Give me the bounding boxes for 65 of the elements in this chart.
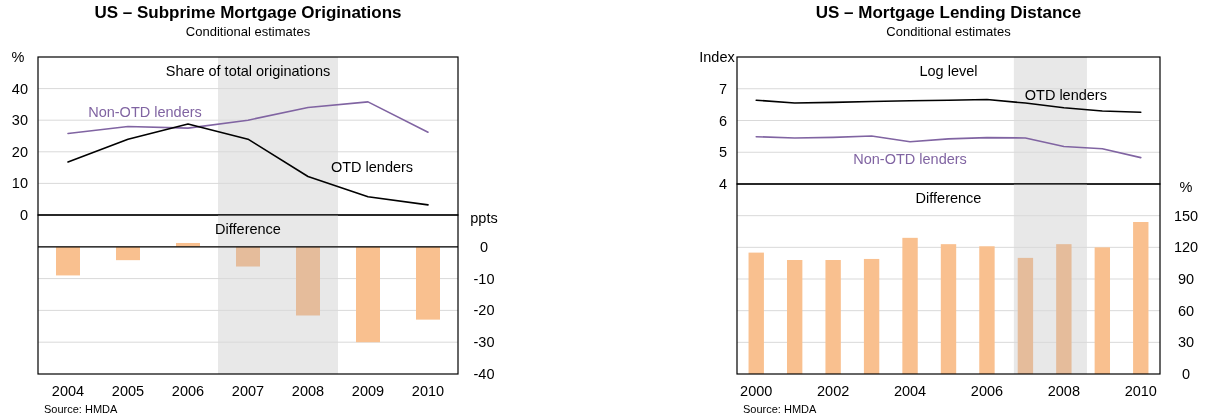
x-tick-label: 2008: [1047, 383, 1080, 399]
x-tick-label: 2007: [231, 383, 265, 399]
y-tick-label: 7: [718, 80, 727, 97]
annotation: Log level: [919, 63, 978, 79]
x-tick-label: 2008: [291, 383, 325, 399]
y2-tick-label: -10: [473, 270, 495, 287]
y-tick-label: 5: [718, 144, 727, 161]
x-tick-label: 2010: [411, 383, 445, 399]
x-tick-label: 2000: [740, 383, 773, 399]
y-tick-label: 4: [718, 176, 727, 193]
y2-tick-label: -40: [473, 366, 495, 383]
line-series: [67, 123, 429, 206]
x-tick-label: 2004: [893, 383, 927, 399]
x-tick-label: 2009: [351, 383, 385, 399]
y-tick-label: 0: [19, 207, 28, 224]
y2-tick-label: -30: [473, 334, 495, 351]
series-label: Non-OTD lenders: [853, 150, 967, 167]
y-tick-label: 40: [11, 80, 28, 97]
y2-axis-title: %: [1179, 179, 1193, 195]
line-series: [67, 101, 429, 135]
bar: [863, 258, 880, 374]
series-label: OTD lenders: [1024, 86, 1107, 103]
bar: [940, 244, 957, 374]
chart-title: US – Subprime Mortgage Originations: [94, 3, 402, 22]
annotation: Share of total originations: [165, 63, 331, 79]
y2-axis-title: ppts: [470, 210, 498, 226]
series-label: Non-OTD lenders: [88, 103, 202, 120]
y2-tick-label: 0: [1181, 366, 1191, 383]
bar: [1133, 222, 1149, 374]
x-tick-label: 2004: [51, 383, 85, 399]
annotation: Difference: [215, 221, 281, 237]
bar: [979, 246, 995, 374]
y-axis-title: Index: [699, 49, 736, 65]
y2-tick-label: 30: [1177, 334, 1195, 351]
bar: [902, 237, 918, 374]
series-label: OTD lenders: [330, 158, 414, 175]
x-tick-label: 2006: [970, 383, 1004, 399]
bar: [1094, 247, 1111, 374]
y-tick-label: 30: [11, 112, 28, 129]
chart-subtitle: Conditional estimates: [185, 24, 311, 39]
y2-tick-label: 60: [1177, 302, 1195, 319]
y2-tick-label: 150: [1173, 207, 1199, 224]
bar: [786, 260, 803, 374]
source-note: Source: HMDA: [44, 403, 119, 415]
y-tick-label: 20: [11, 143, 28, 160]
chart-title: US – Mortgage Lending Distance: [815, 3, 1082, 22]
bar: [1017, 257, 1034, 374]
y2-tick-label: -20: [473, 302, 495, 319]
y-axis-title: %: [11, 49, 25, 65]
line-series: [755, 98, 1142, 114]
y-tick-label: 6: [718, 112, 727, 129]
y2-tick-label: 90: [1177, 271, 1195, 288]
y-tick-label: 10: [11, 175, 28, 192]
bar: [825, 260, 841, 374]
y2-tick-label: 120: [1173, 239, 1199, 256]
x-tick-label: 2006: [171, 383, 205, 399]
annotation: Difference: [915, 190, 982, 206]
bar: [1056, 244, 1072, 374]
x-tick-label: 2002: [817, 383, 850, 399]
source-note: Source: HMDA: [743, 403, 818, 415]
x-tick-label: 2005: [111, 383, 145, 399]
y2-tick-label: 0: [479, 238, 489, 255]
chart-subtitle: Conditional estimates: [886, 24, 1012, 39]
x-tick-label: 2010: [1124, 383, 1157, 399]
bar: [748, 252, 764, 374]
